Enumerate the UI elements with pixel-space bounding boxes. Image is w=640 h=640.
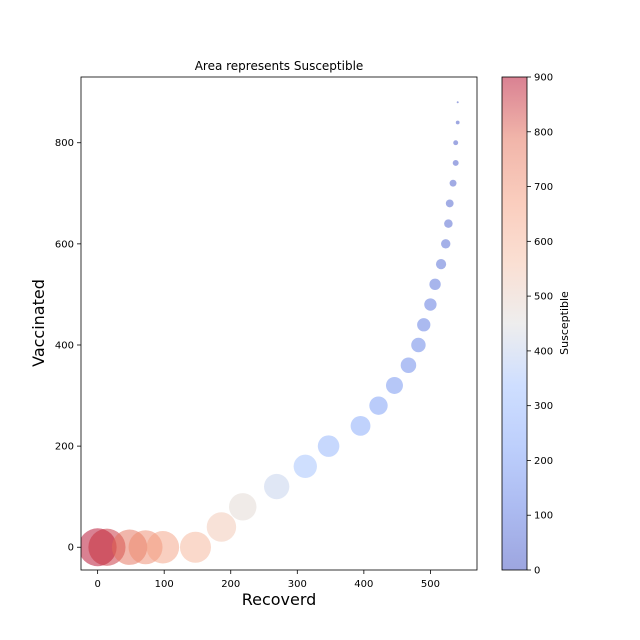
colorbar-tick-label: 200 [534,456,553,467]
data-point [179,531,211,563]
colorbar-label: Susceptible [558,291,571,355]
chart-title: Area represents Susceptible [195,59,364,73]
data-point [429,278,441,290]
data-point [445,199,454,208]
data-point [435,258,447,270]
x-axis: 0 100 200 300 400 500 [94,570,440,590]
data-point [293,454,317,479]
plot-frame [80,76,478,571]
x-tick-label: 0 [94,579,100,590]
data-point [228,493,257,521]
points-layer [81,101,460,567]
y-tick-label: 800 [55,138,74,149]
data-point [350,415,371,436]
data-point [424,298,437,311]
x-tick-label: 400 [354,579,373,590]
data-point [369,396,388,415]
x-tick-label: 300 [288,579,307,590]
colorbar-tick-label: 700 [534,182,553,193]
y-tick-label: 200 [55,442,74,453]
x-axis-label: Recoverd [242,590,317,609]
colorbar-tick-label: 800 [534,127,553,138]
data-point [444,219,453,228]
data-point [417,318,431,332]
colorbar-tick-label: 500 [534,292,553,303]
data-point [453,140,459,146]
data-point [411,337,426,353]
data-point [146,530,180,564]
data-point [400,357,417,373]
data-point [385,376,403,394]
colorbar-tick-label: 300 [534,401,553,412]
data-point [452,159,459,166]
y-axis: 0 200 400 600 800 [55,138,81,554]
data-point [206,512,237,542]
data-point [264,473,290,500]
y-tick-label: 400 [55,340,74,351]
x-tick-label: 500 [421,579,440,590]
data-point [456,101,459,104]
y-axis-label: Vaccinated [29,279,48,367]
data-point [455,120,460,125]
data-point [441,239,451,249]
data-point [449,179,457,187]
colorbar-tick-label: 100 [534,511,553,522]
y-tick-label: 0 [68,543,74,554]
colorbar-axis: 0 100 200 300 400 500 600 700 800 900 [527,73,553,577]
colorbar-tick-label: 400 [534,346,553,357]
y-tick-label: 600 [55,239,74,250]
colorbar [502,77,527,570]
colorbar-tick-label: 900 [534,73,553,84]
x-tick-label: 100 [155,579,174,590]
data-point [317,435,340,457]
colorbar-frame [501,76,528,571]
colorbar-tick-label: 0 [534,566,540,577]
x-tick-label: 200 [221,579,240,590]
colorbar-tick-label: 600 [534,237,553,248]
